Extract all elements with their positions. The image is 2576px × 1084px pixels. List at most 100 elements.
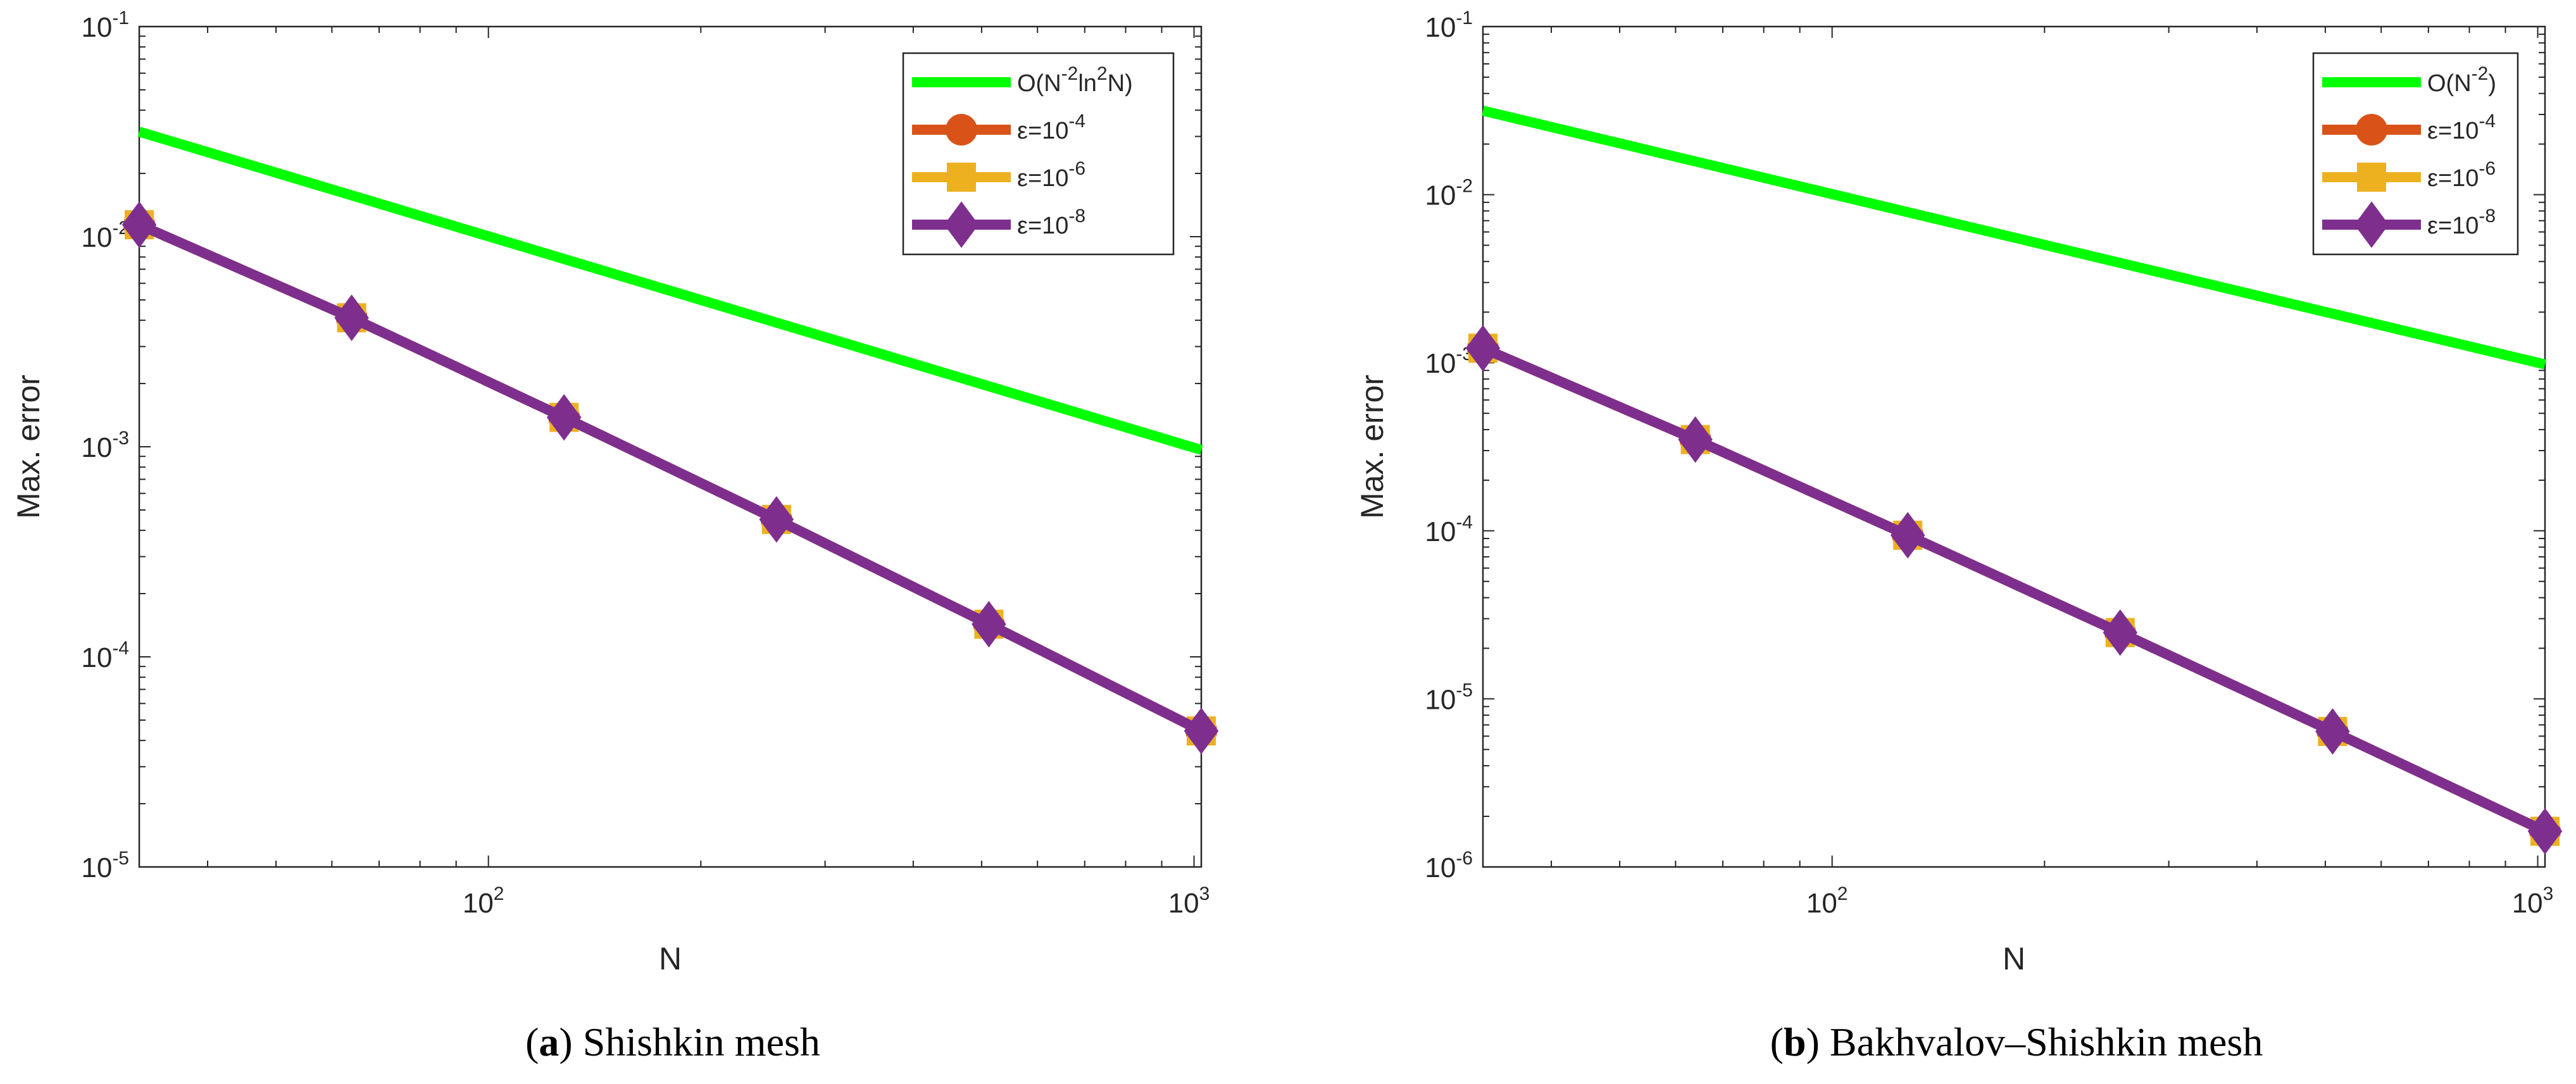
legend-text-sup: -6 bbox=[1068, 158, 1085, 179]
y-tick-exponent: -6 bbox=[1456, 848, 1473, 869]
x-tick-label: 102 bbox=[463, 883, 504, 919]
legend-marker bbox=[947, 163, 976, 192]
y-tick-label: 10-5 bbox=[1425, 680, 1473, 715]
y-tick-label: 10-5 bbox=[81, 848, 129, 883]
y-tick-base: 10 bbox=[1425, 852, 1456, 883]
x-tick-base: 10 bbox=[2512, 888, 2543, 919]
data-point bbox=[2103, 609, 2138, 656]
data-point bbox=[759, 496, 794, 543]
y-tick-base: 10 bbox=[1425, 516, 1456, 547]
legend-entry: ε=10-4 bbox=[2322, 111, 2496, 146]
y-tick-label: 10-6 bbox=[1425, 848, 1473, 883]
x-tick-exponent: 3 bbox=[1199, 883, 1210, 904]
legend-text-sup: -4 bbox=[2479, 111, 2496, 132]
y-tick-label: 10-1 bbox=[81, 8, 129, 43]
legend-entry: O(N-2) bbox=[2322, 63, 2496, 97]
legend-text-sup: -8 bbox=[2479, 206, 2496, 227]
caption-paren: ) bbox=[559, 1019, 582, 1064]
caption-paren: ( bbox=[1770, 1019, 1784, 1064]
x-tick-label: 102 bbox=[1806, 883, 1848, 919]
x-tick-exponent: 2 bbox=[494, 883, 504, 904]
series-line bbox=[1480, 343, 2548, 836]
x-axis-label: N bbox=[659, 941, 682, 976]
y-tick-label: 10-4 bbox=[1425, 512, 1473, 547]
legend: O(N-2)ε=10-4ε=10-6ε=10-8 bbox=[2312, 52, 2519, 256]
y-tick-exponent: -1 bbox=[112, 8, 129, 28]
series-0 bbox=[1482, 106, 2546, 370]
legend-text-sup: -4 bbox=[1068, 111, 1085, 132]
legend-text-sup: 2 bbox=[1097, 63, 1108, 84]
y-tick-base: 10 bbox=[1425, 348, 1456, 379]
y-tick-label: 10-4 bbox=[81, 638, 129, 673]
legend-text-base: ε=10 bbox=[1017, 165, 1068, 192]
y-tick-base: 10 bbox=[81, 432, 112, 463]
legend-label: ε=10-4 bbox=[1017, 111, 1085, 144]
caption-text: Shishkin mesh bbox=[583, 1019, 820, 1064]
figure-caption: (b) Bakhvalov–Shishkin mesh bbox=[1770, 1019, 2263, 1064]
data-point bbox=[1890, 512, 1925, 559]
data-point bbox=[546, 394, 582, 441]
legend-marker bbox=[2354, 201, 2389, 248]
y-tick-exponent: -4 bbox=[1456, 512, 1473, 533]
y-tick-exponent: -2 bbox=[1456, 176, 1473, 197]
series-3 bbox=[1465, 325, 2563, 855]
legend-text-base: O(N bbox=[2427, 70, 2472, 97]
caption-paren: ( bbox=[525, 1019, 539, 1064]
y-tick-base: 10 bbox=[81, 12, 112, 43]
y-tick-label: 10-3 bbox=[1425, 344, 1473, 379]
x-tick-label: 103 bbox=[2512, 883, 2554, 919]
legend-text-sup: -2 bbox=[1061, 63, 1079, 84]
legend-label: ε=10-4 bbox=[2427, 111, 2496, 144]
x-tick-base: 10 bbox=[1168, 888, 1199, 919]
series-line bbox=[1482, 106, 2546, 370]
legend-text-base: ε=10 bbox=[2427, 213, 2479, 239]
y-tick-label: 10-1 bbox=[1425, 8, 1473, 43]
legend-text-base: ε=10 bbox=[2427, 118, 2479, 144]
legend-label: O(N-2) bbox=[2427, 63, 2496, 97]
x-tick-exponent: 2 bbox=[1837, 883, 1848, 904]
caption-text: Bakhvalov–Shishkin mesh bbox=[1830, 1019, 2263, 1064]
legend-entry: ε=10-8 bbox=[912, 201, 1085, 248]
data-point bbox=[334, 294, 369, 341]
y-tick-exponent: -3 bbox=[112, 428, 129, 449]
caption-paren: ) bbox=[1806, 1019, 1830, 1064]
legend-text-sup: -8 bbox=[1068, 206, 1085, 227]
y-tick-label: 10-2 bbox=[81, 218, 129, 253]
legend-entry: O(N-2ln2N) bbox=[912, 63, 1133, 97]
x-tick-label: 103 bbox=[1168, 883, 1210, 919]
data-point bbox=[1465, 325, 1501, 372]
legend-marker bbox=[946, 114, 977, 146]
legend-text-base: ε=10 bbox=[1017, 213, 1068, 239]
y-tick-base: 10 bbox=[1425, 180, 1456, 211]
axes-box bbox=[1482, 25, 2546, 868]
x-axis-label: N bbox=[2003, 941, 2025, 976]
data-point bbox=[2527, 807, 2563, 855]
legend-entry: ε=10-8 bbox=[2322, 201, 2496, 248]
x-tick-base: 10 bbox=[1806, 888, 1837, 919]
legend-label: ε=10-6 bbox=[1017, 158, 1085, 192]
x-tick-exponent: 3 bbox=[2543, 883, 2554, 904]
y-tick-exponent: -1 bbox=[1456, 8, 1473, 28]
legend-text-sup: -2 bbox=[2472, 63, 2489, 84]
data-point bbox=[2315, 708, 2350, 755]
y-tick-base: 10 bbox=[81, 642, 112, 673]
y-tick-exponent: -5 bbox=[112, 848, 129, 869]
y-tick-label: 10-2 bbox=[1425, 176, 1473, 211]
legend-text-base: O(N bbox=[1017, 70, 1061, 97]
series-line bbox=[137, 127, 1203, 455]
data-point bbox=[1678, 416, 1713, 463]
y-tick-base: 10 bbox=[81, 222, 112, 253]
series-line bbox=[137, 220, 1204, 736]
x-tick-base: 10 bbox=[463, 888, 494, 919]
legend-text-base: ε=10 bbox=[2427, 165, 2479, 192]
series-3 bbox=[122, 201, 1219, 754]
y-axis-label: Max. error bbox=[11, 375, 46, 519]
legend-label: O(N-2ln2N) bbox=[1017, 63, 1133, 97]
legend-label: ε=10-6 bbox=[2427, 158, 2496, 192]
legend-marker bbox=[2356, 114, 2387, 146]
series-0 bbox=[137, 127, 1203, 455]
legend-text-base: ) bbox=[2488, 70, 2496, 97]
y-tick-base: 10 bbox=[1425, 12, 1456, 43]
